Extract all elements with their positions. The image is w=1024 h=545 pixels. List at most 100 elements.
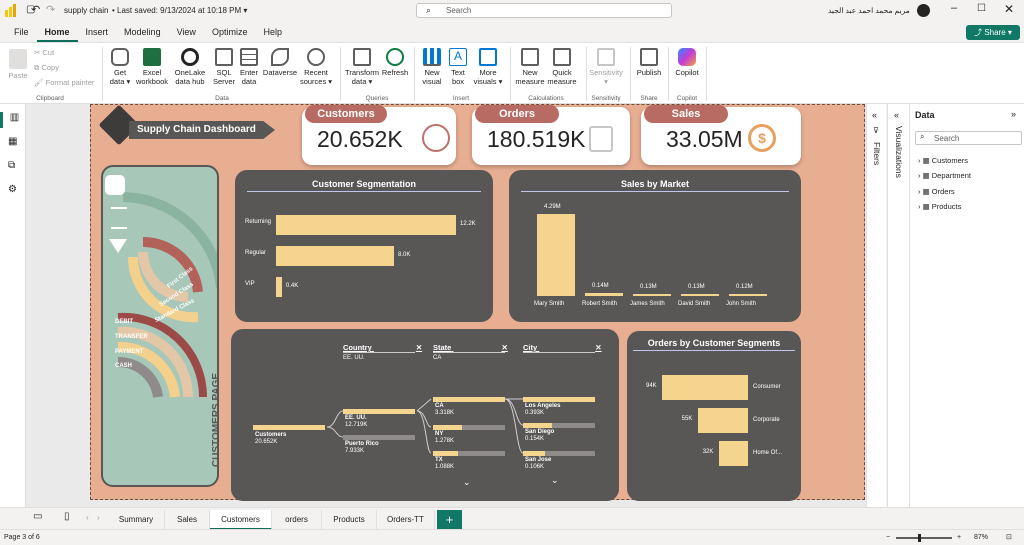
tree-root-bar[interactable]: [253, 425, 325, 430]
kpi-orders-card[interactable]: Orders 180.519K: [472, 105, 630, 165]
tree-node-bar[interactable]: [433, 451, 459, 456]
redo-icon[interactable]: ↷: [46, 4, 56, 16]
quick-measure-button[interactable]: Quick measure: [546, 48, 578, 86]
tab-help[interactable]: Help: [263, 27, 282, 37]
zoom-out-button[interactable]: −: [886, 534, 891, 541]
undo-icon[interactable]: ↶: [31, 4, 41, 16]
page-tab-orders-tt[interactable]: Orders-TT: [377, 510, 435, 530]
bar-market[interactable]: [537, 214, 575, 296]
add-page-button[interactable]: +: [437, 510, 462, 529]
collapse-filters-icon[interactable]: «: [872, 110, 878, 120]
prev-page-icon[interactable]: ‹: [86, 513, 89, 522]
expand-state-icon[interactable]: ⌄: [463, 477, 471, 487]
tab-view[interactable]: View: [176, 27, 196, 37]
more-visuals-button[interactable]: More visuals ▾: [472, 48, 504, 86]
excel-button[interactable]: Excel workbook: [135, 48, 169, 86]
customer-segmentation-chart[interactable]: Customer Segmentation Returning 12.2K Regu…: [235, 170, 493, 322]
tab-file[interactable]: File: [14, 27, 29, 37]
state-header[interactable]: State ✕: [433, 343, 508, 352]
recent-sources-button[interactable]: Recent sources ▾: [299, 48, 333, 86]
next-page-icon[interactable]: ›: [97, 513, 100, 522]
kpi-customers-card[interactable]: Customers 20.652K: [302, 105, 456, 165]
city-header[interactable]: City ✕: [523, 343, 602, 352]
new-visual-button[interactable]: New visual: [418, 48, 446, 86]
bar-returning[interactable]: [276, 215, 456, 235]
fit-page-icon[interactable]: ⊡: [1006, 534, 1012, 541]
sensitivity-button[interactable]: Sensitivity ▾: [588, 48, 624, 86]
page-tab-products[interactable]: Products: [322, 510, 377, 530]
transform-data-button[interactable]: Transform data ▾: [344, 48, 380, 86]
report-view-icon[interactable]: ▥: [0, 112, 26, 128]
sales-by-market-chart[interactable]: Sales by Market 4.29M Mary Smith 0.14M Robe…: [509, 170, 801, 322]
zoom-slider-thumb[interactable]: [918, 534, 921, 542]
paste-button[interactable]: Paste: [6, 49, 30, 80]
field-table-orders[interactable]: › ▦ Orders: [918, 187, 955, 196]
field-table-customers[interactable]: › ▦ Customers: [918, 156, 969, 165]
filter-icon[interactable]: [105, 175, 125, 195]
tree-node-bar[interactable]: [523, 423, 552, 428]
maximize-icon[interactable]: ☐: [977, 3, 986, 14]
sql-server-button[interactable]: SQL Server: [212, 48, 236, 86]
zoom-in-button[interactable]: +: [957, 534, 962, 541]
collapse-visualizations-icon[interactable]: «: [894, 110, 900, 120]
save-status[interactable]: • Last saved: 9/13/2024 at 10:18 PM ▾: [112, 6, 248, 15]
bar-market[interactable]: [585, 293, 623, 296]
publish-button[interactable]: Publish: [634, 48, 664, 77]
tab-insert[interactable]: Insert: [85, 27, 109, 37]
copy-button[interactable]: ⧉ Copy: [34, 63, 59, 72]
page-tab-summary[interactable]: Summary: [108, 510, 165, 530]
dax-view-icon[interactable]: ⚙: [8, 184, 17, 195]
field-table-department[interactable]: › ▦ Department: [918, 171, 971, 180]
bar-vip[interactable]: [276, 277, 282, 297]
table-view-icon[interactable]: ▦: [8, 136, 18, 147]
tree-node-bar[interactable]: [433, 425, 462, 430]
tree-node-bar[interactable]: [523, 397, 595, 402]
get-data-button[interactable]: Get data ▾: [106, 48, 134, 86]
decomposition-tree[interactable]: Country ✕ EE. UU. State ✕ CA City ✕ Cust…: [231, 329, 619, 501]
bar-segment[interactable]: [718, 441, 748, 466]
bar-market[interactable]: [681, 293, 719, 296]
visualizations-pane[interactable]: « Visualizations: [887, 104, 909, 529]
tree-node-bar[interactable]: [523, 451, 545, 456]
bar-regular[interactable]: [276, 246, 395, 266]
filters-pane[interactable]: « ⊽ Filters: [866, 104, 886, 529]
page-tab-orders[interactable]: orders: [272, 510, 322, 530]
search-box[interactable]: ⌕ Search: [416, 3, 672, 18]
page-tab-customers[interactable]: Customers: [210, 510, 272, 530]
format-painter-button[interactable]: 🖌 Format painter: [34, 78, 95, 87]
bar-market[interactable]: [633, 293, 671, 296]
expand-city-icon[interactable]: ⌄: [551, 475, 559, 485]
refresh-button[interactable]: Refresh: [381, 48, 409, 77]
text-box-button[interactable]: A Text box: [448, 48, 468, 86]
orders-by-segments-chart[interactable]: Orders by Customer Segments 94K Consumer 5…: [627, 331, 801, 501]
bar-market[interactable]: [729, 293, 767, 296]
model-view-icon[interactable]: ⧉: [8, 160, 16, 171]
avatar[interactable]: [917, 4, 930, 17]
new-measure-button[interactable]: New measure: [514, 48, 546, 86]
enter-data-button[interactable]: Enter data: [238, 48, 260, 86]
tree-node-bar[interactable]: [343, 409, 415, 414]
close-icon[interactable]: ✕: [1004, 2, 1015, 16]
tab-optimize[interactable]: Optimize: [211, 27, 248, 37]
tab-home[interactable]: Home: [36, 22, 78, 42]
mobile-layout-icon[interactable]: ▯: [64, 511, 70, 522]
cut-button[interactable]: ✂ Cut: [34, 48, 55, 57]
save-icon[interactable]: ▢: [26, 4, 36, 15]
dataverse-button[interactable]: Dataverse: [262, 48, 298, 77]
copilot-button[interactable]: Copilot: [672, 48, 702, 77]
tab-modeling[interactable]: Modeling: [124, 27, 161, 37]
bar-segment[interactable]: [697, 408, 748, 433]
desktop-layout-icon[interactable]: ▭: [33, 511, 43, 522]
field-table-products[interactable]: › ▦ Products: [918, 202, 962, 211]
bar-segment[interactable]: [662, 375, 748, 400]
minimize-icon[interactable]: –: [951, 2, 958, 14]
tree-node-bar[interactable]: [433, 397, 505, 402]
zoom-slider[interactable]: [896, 537, 952, 539]
data-search-input[interactable]: ⌕ Search: [915, 131, 1022, 145]
kpi-sales-card[interactable]: Sales 33.05M $: [641, 105, 801, 165]
expand-data-icon[interactable]: »: [1011, 109, 1017, 119]
page-tab-sales[interactable]: Sales: [165, 510, 210, 530]
onelake-button[interactable]: OneLake data hub: [171, 48, 209, 86]
share-button[interactable]: ⤴ Share ▾: [966, 25, 1020, 40]
country-header[interactable]: Country ✕: [343, 343, 423, 352]
